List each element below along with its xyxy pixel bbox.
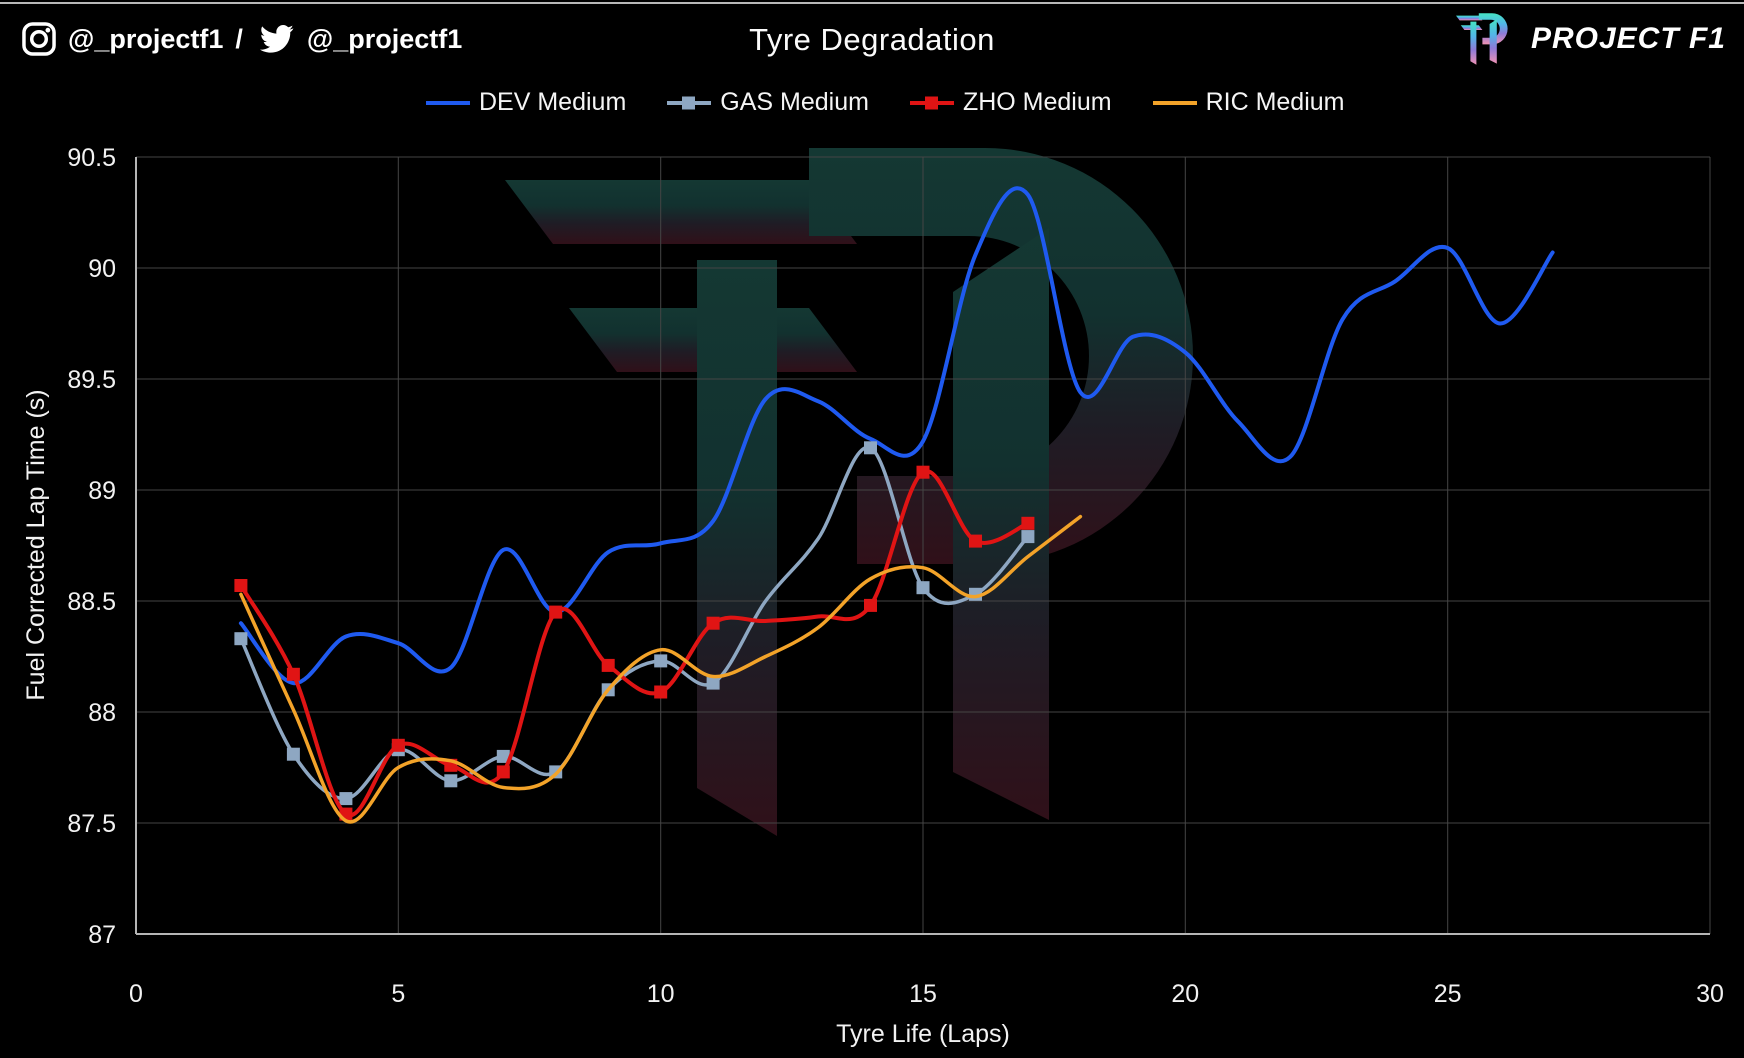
marker-zho-medium [549, 605, 563, 619]
brand-logo: PROJECT F1 [1447, 6, 1726, 72]
y-tick-label: 87.5 [67, 810, 116, 838]
x-axis-title: Tyre Life (Laps) [836, 1020, 1010, 1048]
axes [135, 157, 1710, 935]
marker-gas-medium [339, 792, 353, 806]
x-tick-label: 30 [1696, 980, 1724, 1008]
legend-label: DEV Medium [479, 88, 627, 116]
x-tick-label: 20 [1171, 980, 1199, 1008]
brand-name: PROJECT F1 [1530, 22, 1726, 55]
legend-line-sample [426, 100, 470, 105]
legend-label: ZHO Medium [962, 88, 1112, 116]
legend-item-ric: RIC Medium [1152, 88, 1345, 117]
marker-zho-medium [864, 598, 877, 612]
marker-gas-medium [286, 747, 300, 761]
x-tick-label: 10 [647, 980, 675, 1008]
y-tick-label: 90.5 [67, 144, 116, 172]
line-dev-medium [238, 186, 1555, 686]
marker-gas-medium [496, 749, 510, 763]
instagram-handle: @_projectf1 [68, 23, 224, 54]
y-tick-label: 88 [88, 699, 116, 727]
marker-gas-medium [916, 581, 930, 595]
marker-zho-medium [1021, 516, 1035, 530]
x-tick-label: 15 [909, 980, 937, 1008]
marker-gas-medium [706, 676, 720, 690]
data-series [234, 186, 1555, 824]
marker-gas-medium [444, 774, 458, 788]
legend-label: GAS Medium [720, 88, 869, 116]
handle-separator: / [235, 23, 243, 54]
gridlines [136, 156, 1711, 934]
legend-line-sample [1152, 100, 1197, 105]
social-handles: @_projectf1 / @_projectf1 [20, 20, 462, 58]
x-tick-label: 5 [391, 980, 405, 1008]
marker-gas-medium [234, 632, 248, 646]
marker-zho-medium [234, 579, 248, 592]
y-tick-label: 88.5 [67, 588, 116, 616]
y-tick-label: 89.5 [67, 366, 116, 394]
marker-zho-medium [706, 616, 720, 630]
marker-zho-medium [391, 738, 405, 752]
marker-zho-medium [654, 685, 668, 699]
legend-label: RIC Medium [1205, 88, 1345, 116]
legend-line-marker-sample [909, 96, 954, 109]
top-border-line [0, 2, 1744, 4]
y-tick-label: 90 [88, 255, 116, 283]
y-tick-label: 89 [88, 477, 116, 505]
marker-zho-medium [601, 658, 615, 672]
legend-item-dev: DEV Medium [425, 88, 626, 117]
x-tick-label: 25 [1434, 980, 1462, 1008]
marker-zho-medium [916, 465, 930, 479]
legend-item-zho: ZHO Medium [909, 88, 1112, 117]
marker-gas-medium [654, 654, 668, 668]
x-tick-label: 0 [129, 980, 143, 1008]
twitter-handle: @_projectf1 [306, 23, 463, 54]
chart-legend: DEV Medium GAS Medium ZHO Medium RIC Med… [425, 88, 1345, 117]
tick-labels: 87 87.5 88 88.5 89 89.5 90 90.5 0 5 10 15 20 25 30 [67, 144, 1724, 1008]
marker-zho-medium [286, 667, 300, 681]
legend-item-gas: GAS Medium [666, 88, 869, 117]
legend-line-marker-sample [667, 96, 712, 109]
page-title: Tyre Degradation [749, 22, 995, 57]
y-tick-label: 87 [88, 921, 116, 949]
twitter-bird-icon [259, 25, 294, 53]
instagram-icon [22, 22, 56, 56]
marker-gas-medium [1021, 530, 1035, 544]
y-axis-title: Fuel Corrected Lap Time (s) [22, 389, 50, 700]
line-gas-medium [239, 445, 1030, 801]
line-ric-medium [239, 514, 1083, 824]
marker-zho-medium [969, 534, 982, 548]
marker-zho-medium [496, 765, 510, 779]
project-f1-p1-watermark [505, 148, 1193, 836]
marker-gas-medium [864, 441, 877, 455]
